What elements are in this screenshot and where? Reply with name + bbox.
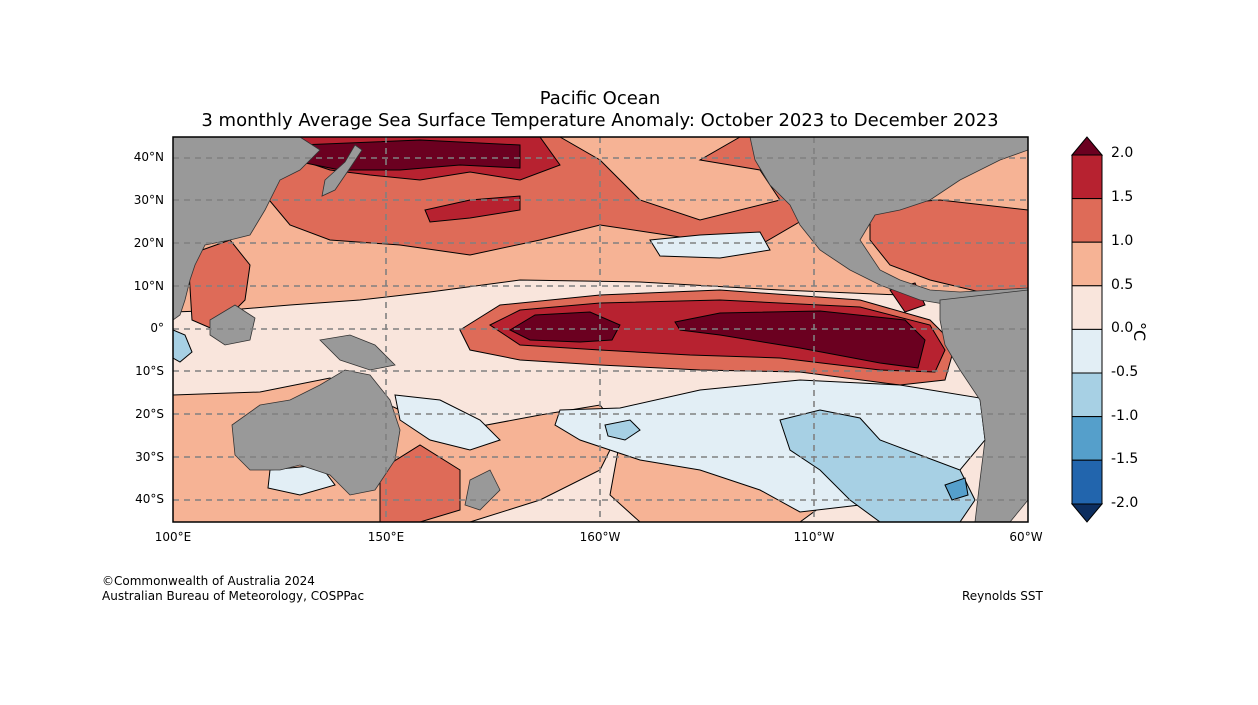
lon-label: 100°E bbox=[154, 530, 192, 544]
lon-label: 160°W bbox=[579, 530, 621, 544]
anomaly-equatorial-core-west bbox=[508, 311, 621, 343]
colorbar-tick-label: 0.0 bbox=[1111, 320, 1134, 336]
land-new-guinea bbox=[319, 334, 396, 371]
anomaly-cooler-indonesia bbox=[173, 329, 193, 363]
anomaly-equatorial-core-east bbox=[674, 310, 926, 369]
copyright-text: ©Commonwealth of Australia 2024 bbox=[102, 574, 315, 588]
colorbar-bin bbox=[1071, 459, 1103, 505]
colorbar-extend-max bbox=[1070, 136, 1104, 156]
map-subtitle: 3 monthly Average Sea Surface Temperatur… bbox=[201, 110, 999, 131]
lat-label: 30°N bbox=[133, 193, 164, 207]
lat-label: 40°N bbox=[133, 150, 164, 164]
colorbar-bin bbox=[1071, 372, 1103, 418]
colorbar-bin bbox=[1071, 154, 1103, 200]
lon-label: 150°E bbox=[367, 530, 405, 544]
map-frame bbox=[172, 136, 1029, 523]
colorbar-tick-label: -1.5 bbox=[1111, 451, 1139, 467]
colorbar-tick-label: -2.0 bbox=[1111, 495, 1139, 511]
lat-label: 10°S bbox=[135, 364, 164, 378]
colorbar-tick-label: 1.0 bbox=[1111, 233, 1134, 249]
colorbar-extend-min bbox=[1070, 503, 1104, 523]
lat-label: 30°S bbox=[135, 450, 164, 464]
anomaly-cooler-patch-south bbox=[604, 419, 641, 441]
data-source-text: Reynolds SST bbox=[962, 589, 1043, 603]
lat-label: 40°S bbox=[135, 492, 164, 506]
agency-text: Australian Bureau of Meteorology, COSPPa… bbox=[102, 589, 365, 603]
land-borneo bbox=[209, 304, 256, 346]
anomaly-cold-chile-patch bbox=[944, 477, 969, 501]
colorbar-bin bbox=[1071, 285, 1103, 330]
lat-label: 20°N bbox=[133, 236, 164, 250]
lat-label: 20°S bbox=[135, 407, 164, 421]
land-masses bbox=[173, 137, 1028, 522]
colorbar-tick-label: 2.0 bbox=[1111, 145, 1134, 161]
land-asia bbox=[173, 137, 321, 321]
colorbar-tick-label: -1.0 bbox=[1111, 408, 1139, 424]
lat-label: 0° bbox=[150, 321, 164, 335]
anomaly-hot-southwest-patch bbox=[379, 444, 461, 522]
lon-label: 110°W bbox=[793, 530, 835, 544]
colorbar-bin bbox=[1071, 416, 1103, 461]
land-australia bbox=[231, 369, 401, 496]
lat-label: 10°N bbox=[133, 279, 164, 293]
graticule bbox=[173, 137, 1028, 522]
colorbar-bin bbox=[1071, 241, 1103, 287]
land-north-america bbox=[749, 137, 1028, 306]
map-title: Pacific Ocean bbox=[539, 88, 661, 109]
colorbar-unit: °C bbox=[1130, 322, 1149, 342]
anomaly-cool-southwest bbox=[394, 394, 501, 451]
colorbar bbox=[1070, 136, 1104, 523]
colorbar-bin bbox=[1071, 328, 1103, 374]
colorbar-tick-label: 1.5 bbox=[1111, 189, 1134, 205]
colorbar-tick-label: 0.5 bbox=[1111, 277, 1134, 293]
anomaly-cooler-southeast bbox=[779, 409, 976, 522]
anomaly-cool-central-north bbox=[649, 231, 771, 259]
colorbar-tick-label: -0.5 bbox=[1111, 364, 1139, 380]
anomaly-extreme-kuroshio bbox=[299, 139, 521, 171]
land-south-america bbox=[939, 289, 1028, 522]
colorbar-bin bbox=[1071, 198, 1103, 243]
lon-label: 60°W bbox=[1009, 530, 1043, 544]
